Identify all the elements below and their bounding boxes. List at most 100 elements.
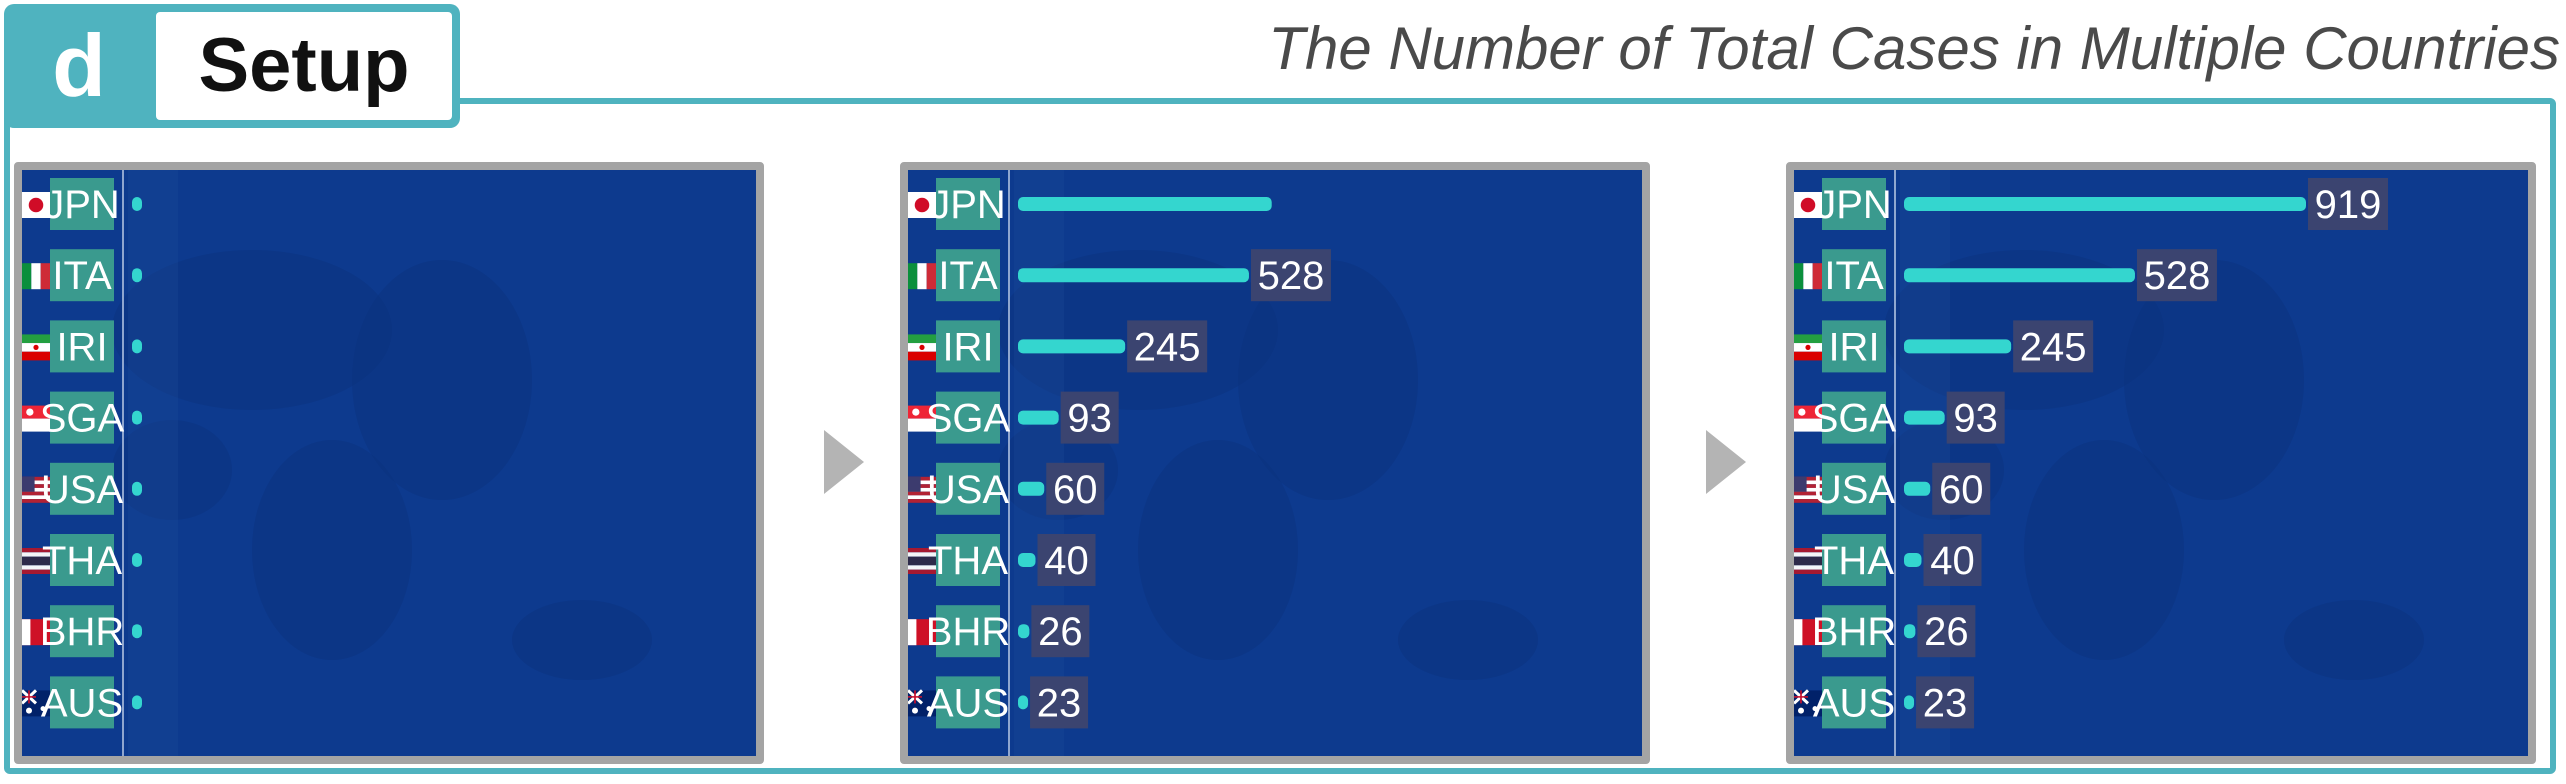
category-label-bg	[50, 605, 114, 658]
bar	[1018, 339, 1126, 354]
bar	[1904, 339, 2012, 354]
flag-jpn-icon	[1794, 192, 1822, 218]
flag-ita-icon	[22, 263, 50, 290]
panel-tag: d Setup	[4, 4, 460, 128]
value-label: 40	[1044, 539, 1089, 583]
category-label-bg	[1822, 534, 1886, 586]
category-label: JPN	[1816, 183, 1892, 227]
category-label: BHR	[1812, 610, 1896, 654]
value-label-bg	[1916, 676, 1975, 729]
bar-row-tha: THA 40	[908, 534, 1096, 586]
value-label-bg	[2013, 320, 2094, 373]
value-label-bg	[1031, 605, 1090, 658]
category-label: AUS	[1813, 681, 1895, 725]
value-label: 26	[1038, 610, 1083, 654]
value-label: 26	[1924, 610, 1969, 654]
flag-usa-icon	[908, 476, 936, 503]
bar	[132, 197, 142, 211]
bar	[1904, 197, 2306, 211]
bar-row-aus: AUS	[22, 676, 142, 729]
value-label: 528	[2144, 254, 2211, 298]
flag-jpn-icon	[908, 192, 936, 218]
flag-aus-icon	[22, 689, 50, 717]
bar-chart-1: JPN ITA IRI SGA USA THA BHR AUS	[22, 170, 756, 756]
value-label-bg	[1046, 462, 1105, 515]
value-label: 528	[1258, 254, 1325, 298]
flag-aus-icon	[908, 689, 936, 717]
bar	[132, 268, 142, 283]
category-label: SGA	[40, 397, 125, 441]
value-label-bg	[1923, 534, 1982, 586]
bar	[132, 624, 142, 639]
category-label-bg	[936, 676, 1000, 729]
category-label-bg	[936, 462, 1000, 515]
outer-frame	[4, 98, 2556, 774]
bar-row-iri: IRI 245	[1794, 320, 2094, 373]
category-label: BHR	[926, 610, 1010, 654]
value-label: 93	[1067, 397, 1112, 441]
category-label-bg	[1822, 249, 1886, 302]
category-label-bg	[1822, 462, 1886, 515]
category-label-bg	[936, 391, 1000, 444]
bar-row-aus: AUS 23	[908, 676, 1089, 729]
bar-chart-2: JPN ITA 528 IRI 245 SGA 93 USA 60 THA 40 BHR 26 AUS 23	[908, 170, 1642, 756]
flag-tha-icon	[22, 548, 50, 574]
category-label: USA	[1813, 468, 1896, 512]
bar-row-bhr: BHR	[22, 605, 142, 658]
category-label: SGA	[926, 397, 1011, 441]
bar	[1018, 624, 1030, 639]
value-label: 40	[1930, 539, 1975, 583]
category-label-bg	[936, 178, 1000, 230]
category-label: IRI	[1828, 325, 1879, 369]
category-label-bg	[1822, 320, 1886, 373]
value-label: 245	[1134, 325, 1201, 369]
flag-usa-icon	[22, 476, 50, 503]
category-label-bg	[1822, 605, 1886, 658]
flag-sga-icon	[22, 405, 50, 432]
category-label-bg	[1822, 178, 1886, 230]
bar-row-usa: USA 60	[1794, 462, 1991, 515]
category-label: THA	[42, 539, 122, 583]
category-label-bg	[50, 178, 114, 230]
value-label-bg	[2308, 178, 2388, 230]
flag-bhr-icon	[908, 619, 936, 646]
bar-row-aus: AUS 23	[1794, 676, 1975, 729]
category-label-bg	[50, 249, 114, 302]
flag-jpn-icon	[22, 192, 50, 218]
value-label-bg	[1946, 391, 2005, 444]
category-label: ITA	[1824, 254, 1884, 298]
chart-panel-3: JPN 919 ITA 528 IRI 245 SGA 93 USA 60 THA 40 BHR 26 AU…	[1786, 162, 2536, 764]
category-label-bg	[936, 249, 1000, 302]
value-label-bg	[1030, 676, 1089, 729]
bar-row-iri: IRI	[22, 320, 142, 373]
bar	[1018, 695, 1029, 710]
page-title: The Number of Total Cases in Multiple Co…	[1268, 15, 2560, 82]
arrow-right-icon	[1706, 430, 1746, 494]
panel-letter: d	[52, 16, 106, 115]
value-label: 23	[1037, 681, 1082, 725]
category-label: USA	[41, 468, 124, 512]
bar-row-tha: THA	[22, 534, 142, 586]
bar-row-bhr: BHR 26	[908, 605, 1090, 658]
category-label: IRI	[942, 325, 993, 369]
category-label: THA	[1814, 539, 1894, 583]
category-label-bg	[50, 391, 114, 444]
arrow-right-icon	[824, 430, 864, 494]
flag-iri-icon	[1794, 334, 1822, 361]
bar-row-ita: ITA 528	[1794, 249, 2217, 302]
value-label: 245	[2020, 325, 2087, 369]
bar	[1904, 695, 1915, 710]
bar-row-sga: SGA 93	[908, 391, 1119, 444]
flag-aus-icon	[1794, 689, 1822, 717]
value-label-bg	[1037, 534, 1096, 586]
category-label: ITA	[52, 254, 112, 298]
bar	[1018, 553, 1036, 567]
bar-row-usa: USA	[22, 462, 142, 515]
flag-sga-icon	[1794, 405, 1822, 432]
category-label: AUS	[927, 681, 1009, 725]
map-background	[22, 170, 756, 756]
category-label-bg	[1822, 391, 1886, 444]
bar	[1904, 410, 1945, 425]
bar	[1018, 481, 1045, 496]
bar-row-jpn: JPN	[908, 178, 1272, 230]
